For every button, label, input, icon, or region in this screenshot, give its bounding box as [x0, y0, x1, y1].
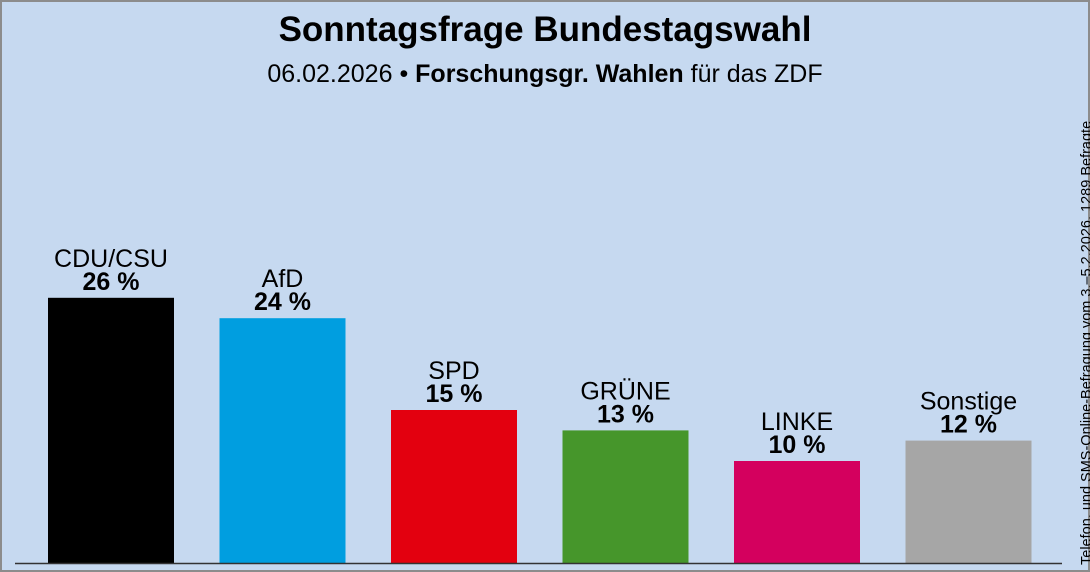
- bar-3: [562, 430, 689, 563]
- subtitle-separator: •: [399, 60, 409, 88]
- value-label: 26 %: [83, 268, 140, 296]
- subtitle-institute: Forschungsgr. Wahlen: [415, 60, 684, 88]
- category-label: SPD: [428, 357, 479, 385]
- value-label: 13 %: [597, 400, 654, 428]
- category-label: Sonstige: [920, 388, 1017, 416]
- bar-5: [905, 440, 1032, 563]
- value-label: 12 %: [940, 411, 997, 439]
- bar-4: [734, 461, 860, 563]
- value-label: 15 %: [426, 380, 483, 408]
- subtitle-date: 06.02.2026: [267, 60, 393, 88]
- category-label: LINKE: [761, 408, 833, 436]
- chart-title: Sonntagsfrage Bundestagswahl: [278, 10, 812, 49]
- bar-1: [219, 318, 346, 563]
- value-label: 24 %: [254, 288, 311, 316]
- value-label: 10 %: [769, 431, 826, 459]
- bar-0: [48, 297, 174, 563]
- subtitle-suffix: für das ZDF: [690, 60, 823, 88]
- chart-subtitle: 06.02.2026 • Forschungsgr. Wahlen für da…: [0, 60, 1090, 89]
- bar-2: [391, 410, 517, 563]
- category-label: GRÜNE: [580, 377, 670, 405]
- category-label: CDU/CSU: [54, 245, 168, 273]
- category-label: AfD: [262, 265, 304, 293]
